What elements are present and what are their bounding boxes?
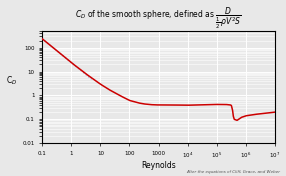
X-axis label: Reynolds: Reynolds	[141, 161, 176, 170]
Title: $C_D$ of the smooth sphere, defined as $\dfrac{D}{\frac{1}{2}\rho V^2 S}$: $C_D$ of the smooth sphere, defined as $…	[75, 6, 242, 31]
Text: After the equations of Cliff, Grace, and Weber: After the equations of Cliff, Grace, and…	[186, 170, 280, 174]
Y-axis label: C$_D$: C$_D$	[5, 75, 17, 87]
